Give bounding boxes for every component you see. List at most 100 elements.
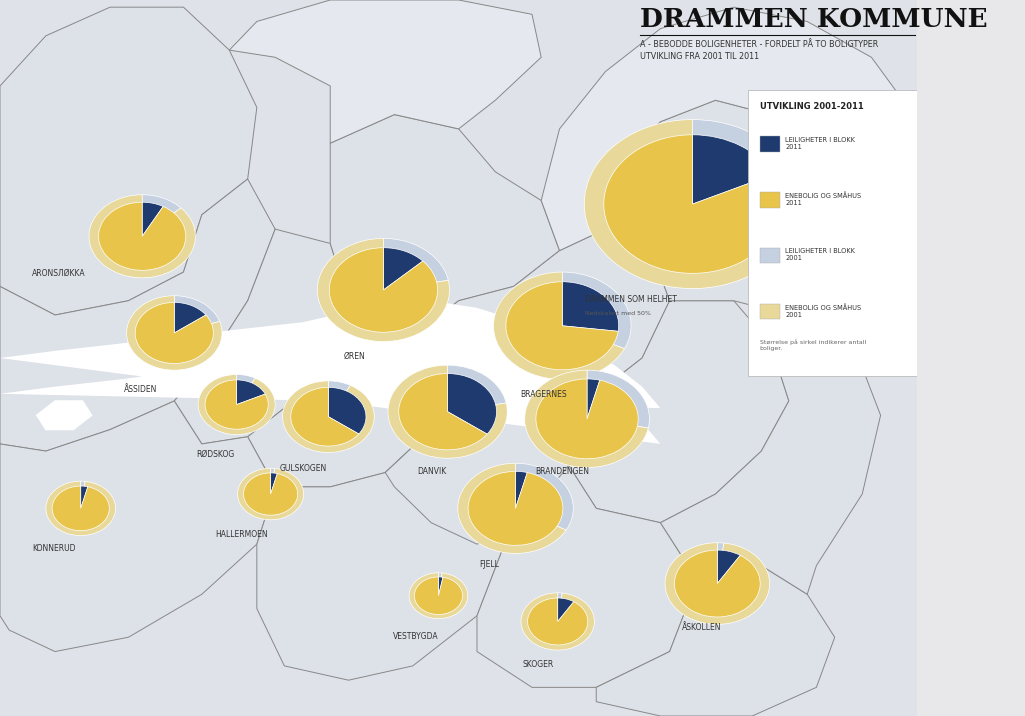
Wedge shape [383,248,423,290]
Polygon shape [0,7,257,315]
Polygon shape [37,401,91,430]
Text: ÅSSIDEN: ÅSSIDEN [124,385,157,395]
Wedge shape [458,463,566,553]
Wedge shape [237,374,255,405]
Wedge shape [238,468,303,520]
Text: BRAGERNES: BRAGERNES [520,390,567,400]
Polygon shape [385,372,569,544]
Text: UTVIKLING FRA 2001 TIL 2011: UTVIKLING FRA 2001 TIL 2011 [641,52,760,61]
Wedge shape [271,468,275,494]
Text: Størrelse på sirkel indikerer antall
boliger.: Størrelse på sirkel indikerer antall bol… [760,339,866,351]
Polygon shape [606,100,834,315]
Text: KONNERUD: KONNERUD [32,544,76,553]
Wedge shape [291,387,359,446]
Polygon shape [550,301,789,523]
Text: UTVIKLING 2001-2011: UTVIKLING 2001-2011 [760,102,863,111]
Text: ENEBOLIG OG SMÅHUS
2001: ENEBOLIG OG SMÅHUS 2001 [785,304,861,318]
Wedge shape [516,471,527,508]
Text: ENEBOLIG OG SMÅHUS
2011: ENEBOLIG OG SMÅHUS 2011 [785,192,861,206]
Polygon shape [0,0,917,716]
Wedge shape [244,473,297,516]
Wedge shape [718,550,740,584]
Wedge shape [388,365,507,458]
Bar [760,304,780,319]
Wedge shape [89,195,196,278]
Wedge shape [674,550,761,617]
Polygon shape [230,0,541,143]
Wedge shape [665,543,770,624]
Wedge shape [587,379,600,419]
Wedge shape [126,296,222,370]
Wedge shape [536,379,639,459]
Wedge shape [563,272,631,349]
Text: DANVIK: DANVIK [417,467,447,476]
Wedge shape [521,593,594,650]
FancyBboxPatch shape [747,90,917,376]
Wedge shape [81,486,88,508]
Polygon shape [477,465,697,687]
Bar [760,248,780,263]
Polygon shape [174,229,348,444]
Wedge shape [81,481,85,508]
Wedge shape [283,381,374,453]
Text: BRANDENGEN: BRANDENGEN [535,467,588,476]
Wedge shape [558,593,563,621]
Wedge shape [693,135,773,204]
Wedge shape [46,481,116,536]
Polygon shape [541,7,908,251]
Wedge shape [271,473,278,494]
Wedge shape [528,598,587,645]
Wedge shape [329,248,438,332]
Wedge shape [493,272,624,379]
Wedge shape [525,370,649,468]
Text: GULSKOGEN: GULSKOGEN [280,464,327,473]
Polygon shape [248,286,458,487]
Polygon shape [0,179,275,451]
Text: Nedskalert med 50%: Nedskalert med 50% [585,311,651,316]
Wedge shape [516,463,573,530]
Text: RØDSKOG: RØDSKOG [197,450,235,459]
Text: LEILIGHETER I BLOKK
2001: LEILIGHETER I BLOKK 2001 [785,248,855,261]
Polygon shape [597,566,834,716]
Wedge shape [439,577,443,596]
Text: ØREN: ØREN [344,352,366,362]
Wedge shape [414,577,462,614]
Polygon shape [330,115,560,315]
Polygon shape [0,401,275,652]
Wedge shape [506,282,618,369]
Wedge shape [718,543,724,584]
Polygon shape [660,315,880,594]
Text: FJELL: FJELL [479,560,499,569]
Bar [760,192,780,208]
Text: SKOGER: SKOGER [523,660,555,669]
Wedge shape [98,202,186,271]
Wedge shape [399,374,487,450]
Wedge shape [468,471,563,546]
Text: ARONSЛØKKA: ARONSЛØKKA [32,268,86,278]
Wedge shape [142,195,181,236]
Wedge shape [205,380,269,429]
Wedge shape [174,296,219,333]
Wedge shape [558,598,574,621]
Wedge shape [328,381,351,417]
Wedge shape [383,238,448,290]
Text: HALLERMOEN: HALLERMOEN [215,530,269,539]
Wedge shape [409,573,467,619]
Polygon shape [441,229,669,415]
Wedge shape [174,302,206,333]
Wedge shape [142,202,163,236]
Wedge shape [448,374,496,434]
Text: LEILIGHETER I BLOKK
2011: LEILIGHETER I BLOKK 2011 [785,137,855,150]
Text: DRAMMEN KOMMUNE: DRAMMEN KOMMUNE [641,7,988,32]
Wedge shape [604,135,781,274]
Text: VESTBYGDA: VESTBYGDA [393,632,439,641]
Text: ÅSKOLLEN: ÅSKOLLEN [682,623,721,632]
Wedge shape [587,370,650,428]
Wedge shape [318,238,450,342]
Wedge shape [563,282,619,332]
Wedge shape [328,387,366,434]
Polygon shape [0,301,660,444]
Wedge shape [135,302,213,364]
Wedge shape [693,120,801,220]
Wedge shape [198,374,275,435]
